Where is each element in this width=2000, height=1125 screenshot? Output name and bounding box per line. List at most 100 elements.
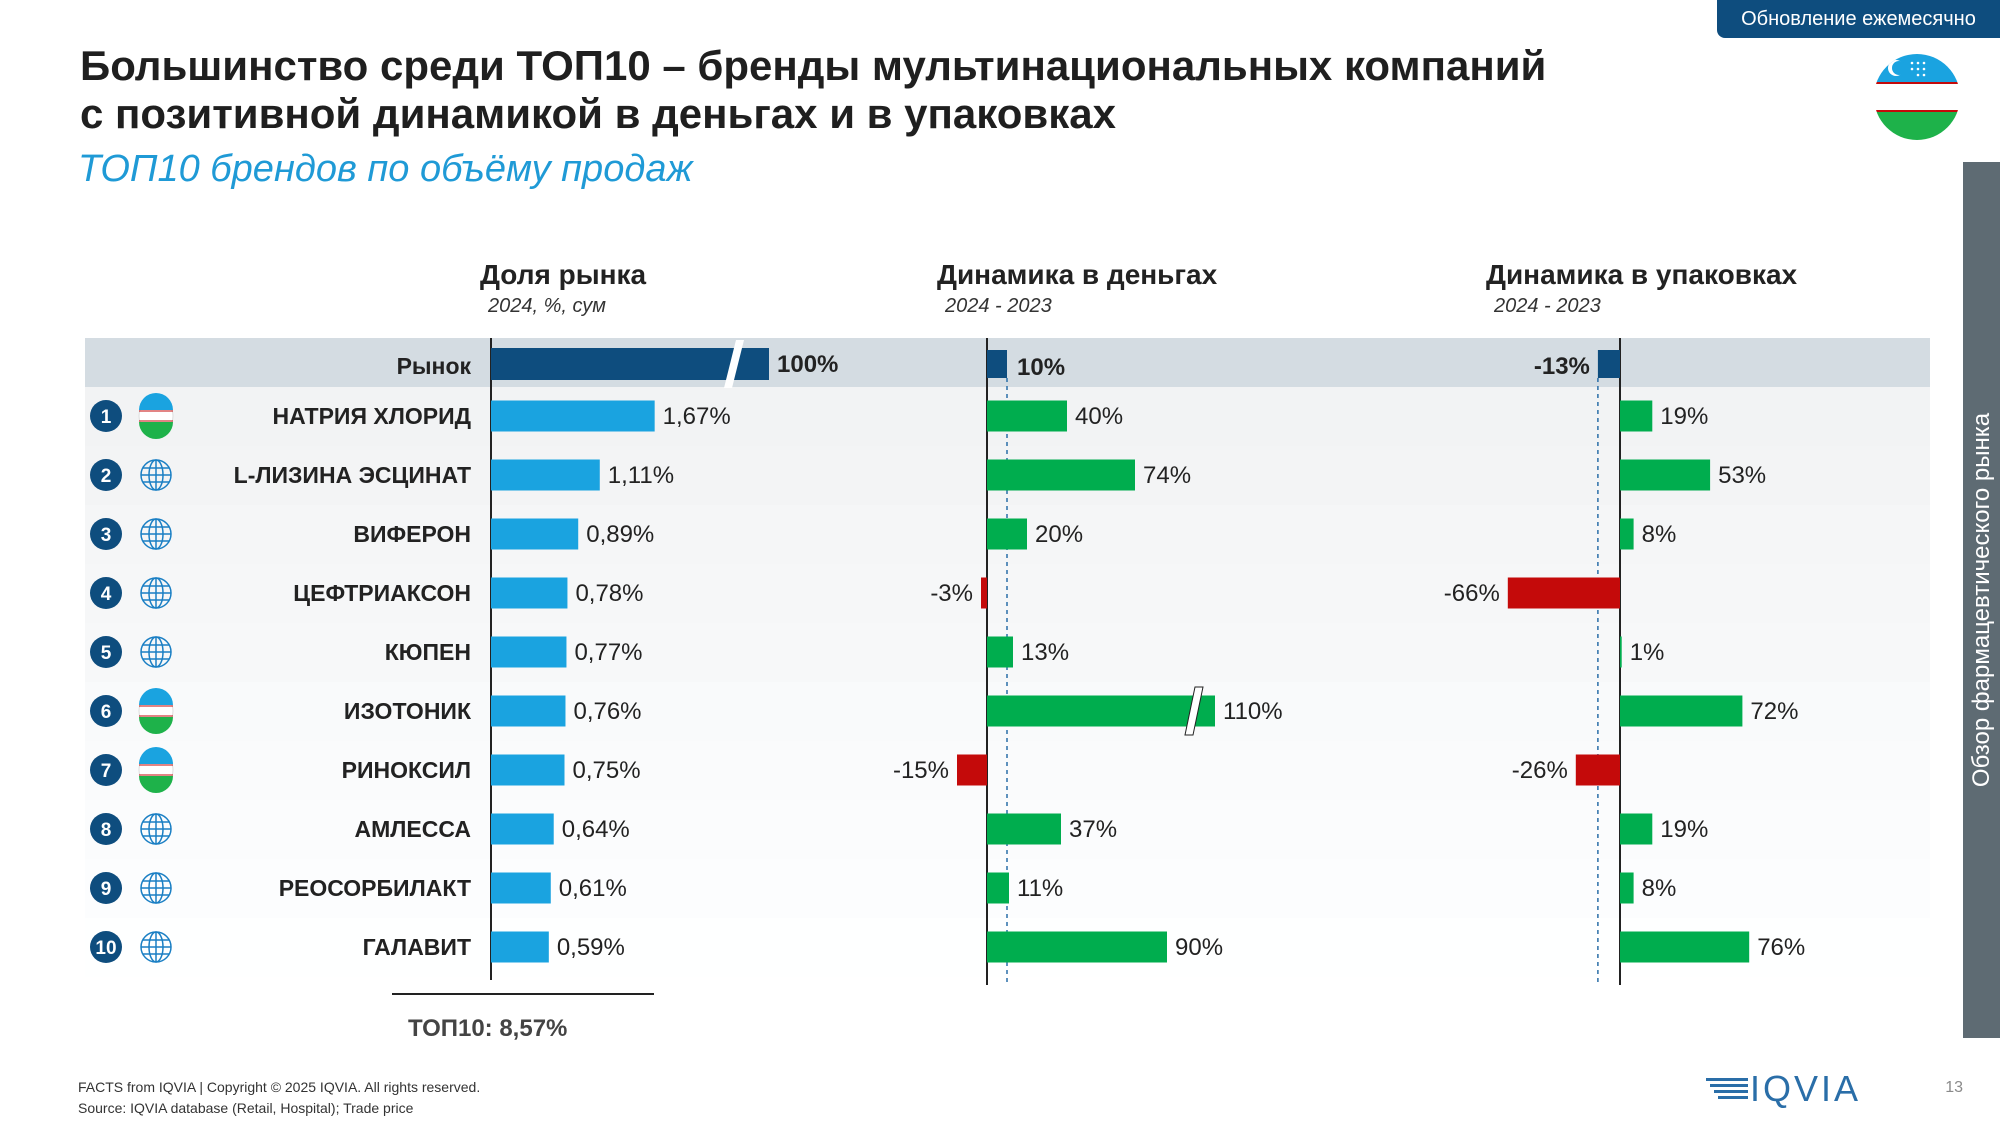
panel-subtitle: 2024, %, сум — [487, 295, 606, 317]
money-bar — [987, 931, 1167, 963]
money-bar — [987, 695, 1215, 727]
brand-label: ИЗОТОНИК — [344, 698, 472, 724]
rank-badge — [90, 636, 122, 668]
units-value-label: 8% — [1642, 875, 1677, 902]
money-bar — [987, 400, 1067, 432]
share-bar — [491, 695, 566, 727]
title-line-2: с позитивной динамикой в деньгах и в упа… — [80, 90, 1116, 137]
share-value-label: 0,89% — [586, 521, 654, 548]
share-value-label: 0,64% — [562, 816, 630, 843]
share-value-label: 0,77% — [574, 639, 642, 666]
market-money-label: 10% — [1017, 354, 1065, 381]
logo-text: IQVIA — [1750, 1068, 1861, 1108]
units-value-label: 19% — [1660, 403, 1708, 430]
footer-source: Source: IQVIA database (Retail, Hospital… — [78, 1100, 414, 1116]
rank-number: 5 — [101, 643, 112, 664]
rank-badge — [90, 459, 122, 491]
money-value-label: -15% — [893, 757, 949, 784]
rank-number: 8 — [101, 820, 112, 841]
units-value-label: 76% — [1757, 934, 1805, 961]
money-value-label: -3% — [930, 580, 973, 607]
rank-number: 1 — [101, 407, 112, 428]
money-value-label: 11% — [1017, 875, 1063, 902]
title-line-1: Большинство среди ТОП10 – бренды мультин… — [80, 42, 1547, 89]
units-bar — [1620, 400, 1653, 432]
market-units-label: -13% — [1534, 353, 1590, 380]
units-bar — [1620, 636, 1622, 668]
rank-number: 6 — [101, 702, 112, 723]
brand-label: РЕОСОРБИЛАКТ — [279, 875, 471, 901]
brand-label: КЮПЕН — [385, 639, 471, 665]
share-bar — [491, 754, 565, 786]
brand-label: НАТРИЯ ХЛОРИД — [272, 403, 471, 429]
share-value-label: 0,61% — [559, 875, 627, 902]
rank-badge — [90, 577, 122, 609]
money-value-label: 74% — [1143, 462, 1191, 489]
brand-label: ВИФЕРОН — [353, 521, 471, 547]
units-value-label: -26% — [1512, 757, 1568, 784]
money-bar — [987, 518, 1027, 550]
market-label: Рынок — [397, 353, 472, 379]
rank-badge — [90, 872, 122, 904]
side-tab-label: Обзор фармацевтического рынка — [1967, 412, 1995, 788]
money-value-label: 90% — [1175, 934, 1223, 961]
rank-number: 10 — [95, 938, 116, 959]
money-value-label: 20% — [1035, 521, 1083, 548]
money-bar — [987, 459, 1135, 491]
units-value-label: 8% — [1642, 521, 1677, 548]
money-value-label: 110% — [1223, 698, 1283, 725]
page-subtitle: ТОП10 брендов по объёму продаж — [78, 148, 693, 190]
money-value-label: 13% — [1021, 639, 1069, 666]
share-value-label: 1,11% — [608, 462, 674, 489]
units-bar — [1620, 518, 1634, 550]
units-value-label: 53% — [1718, 462, 1766, 489]
units-bar — [1620, 931, 1750, 963]
uzbek-flag-icon-green — [139, 776, 173, 793]
share-bar — [491, 577, 568, 609]
panel-title: Доля рынка — [480, 259, 647, 290]
share-bar — [491, 872, 551, 904]
units-value-label: 1% — [1630, 639, 1665, 666]
rank-number: 7 — [101, 761, 112, 782]
panel-subtitle: 2024 - 2023 — [1493, 295, 1601, 317]
page-title: Большинство среди ТОП10 – бренды мультин… — [80, 42, 1720, 138]
brand-label: ГАЛАВИТ — [363, 934, 471, 960]
units-bar — [1575, 754, 1620, 786]
top10-total: ТОП10: 8,57% — [408, 1015, 567, 1042]
units-value-label: 19% — [1660, 816, 1708, 843]
units-bar — [1620, 813, 1653, 845]
side-tab[interactable]: Обзор фармацевтического рынка — [1963, 162, 2000, 1038]
market-money-bar — [987, 350, 1007, 378]
rank-badge — [90, 813, 122, 845]
brand-label: L-ЛИЗИНА ЭСЦИНАТ — [234, 462, 471, 488]
uzbek-flag-icon-blue — [139, 688, 173, 705]
money-bar — [987, 636, 1013, 668]
money-bar — [957, 754, 987, 786]
rank-badge — [90, 931, 122, 963]
iqvia-logo: IQVIA — [1706, 1068, 1890, 1109]
uzbek-flag-icon-blue — [139, 747, 173, 764]
share-bar — [491, 813, 554, 845]
share-value-label: 0,78% — [575, 580, 643, 607]
rank-number: 4 — [101, 584, 112, 605]
share-bar — [491, 459, 600, 491]
market-share-bar — [491, 348, 769, 380]
units-bar — [1507, 577, 1620, 609]
rank-badge — [90, 400, 122, 432]
brand-label: РИНОКСИЛ — [342, 757, 471, 783]
share-value-label: 0,59% — [557, 934, 625, 961]
money-value-label: 40% — [1075, 403, 1123, 430]
uzbek-flag-icon-green — [139, 422, 173, 439]
money-bar-break — [1184, 686, 1204, 736]
brand-label: АМЛЕССА — [354, 816, 471, 842]
share-bar — [491, 518, 579, 550]
units-bar — [1620, 459, 1711, 491]
units-bar — [1620, 872, 1634, 904]
money-bar — [987, 813, 1061, 845]
panel-title: Динамика в упаковках — [1486, 259, 1798, 290]
rank-badge — [90, 695, 122, 727]
page-number: 13 — [1945, 1079, 1963, 1096]
market-share-break — [724, 340, 744, 388]
uzbek-flag-icon-blue — [139, 393, 173, 410]
rank-number: 2 — [101, 466, 112, 487]
